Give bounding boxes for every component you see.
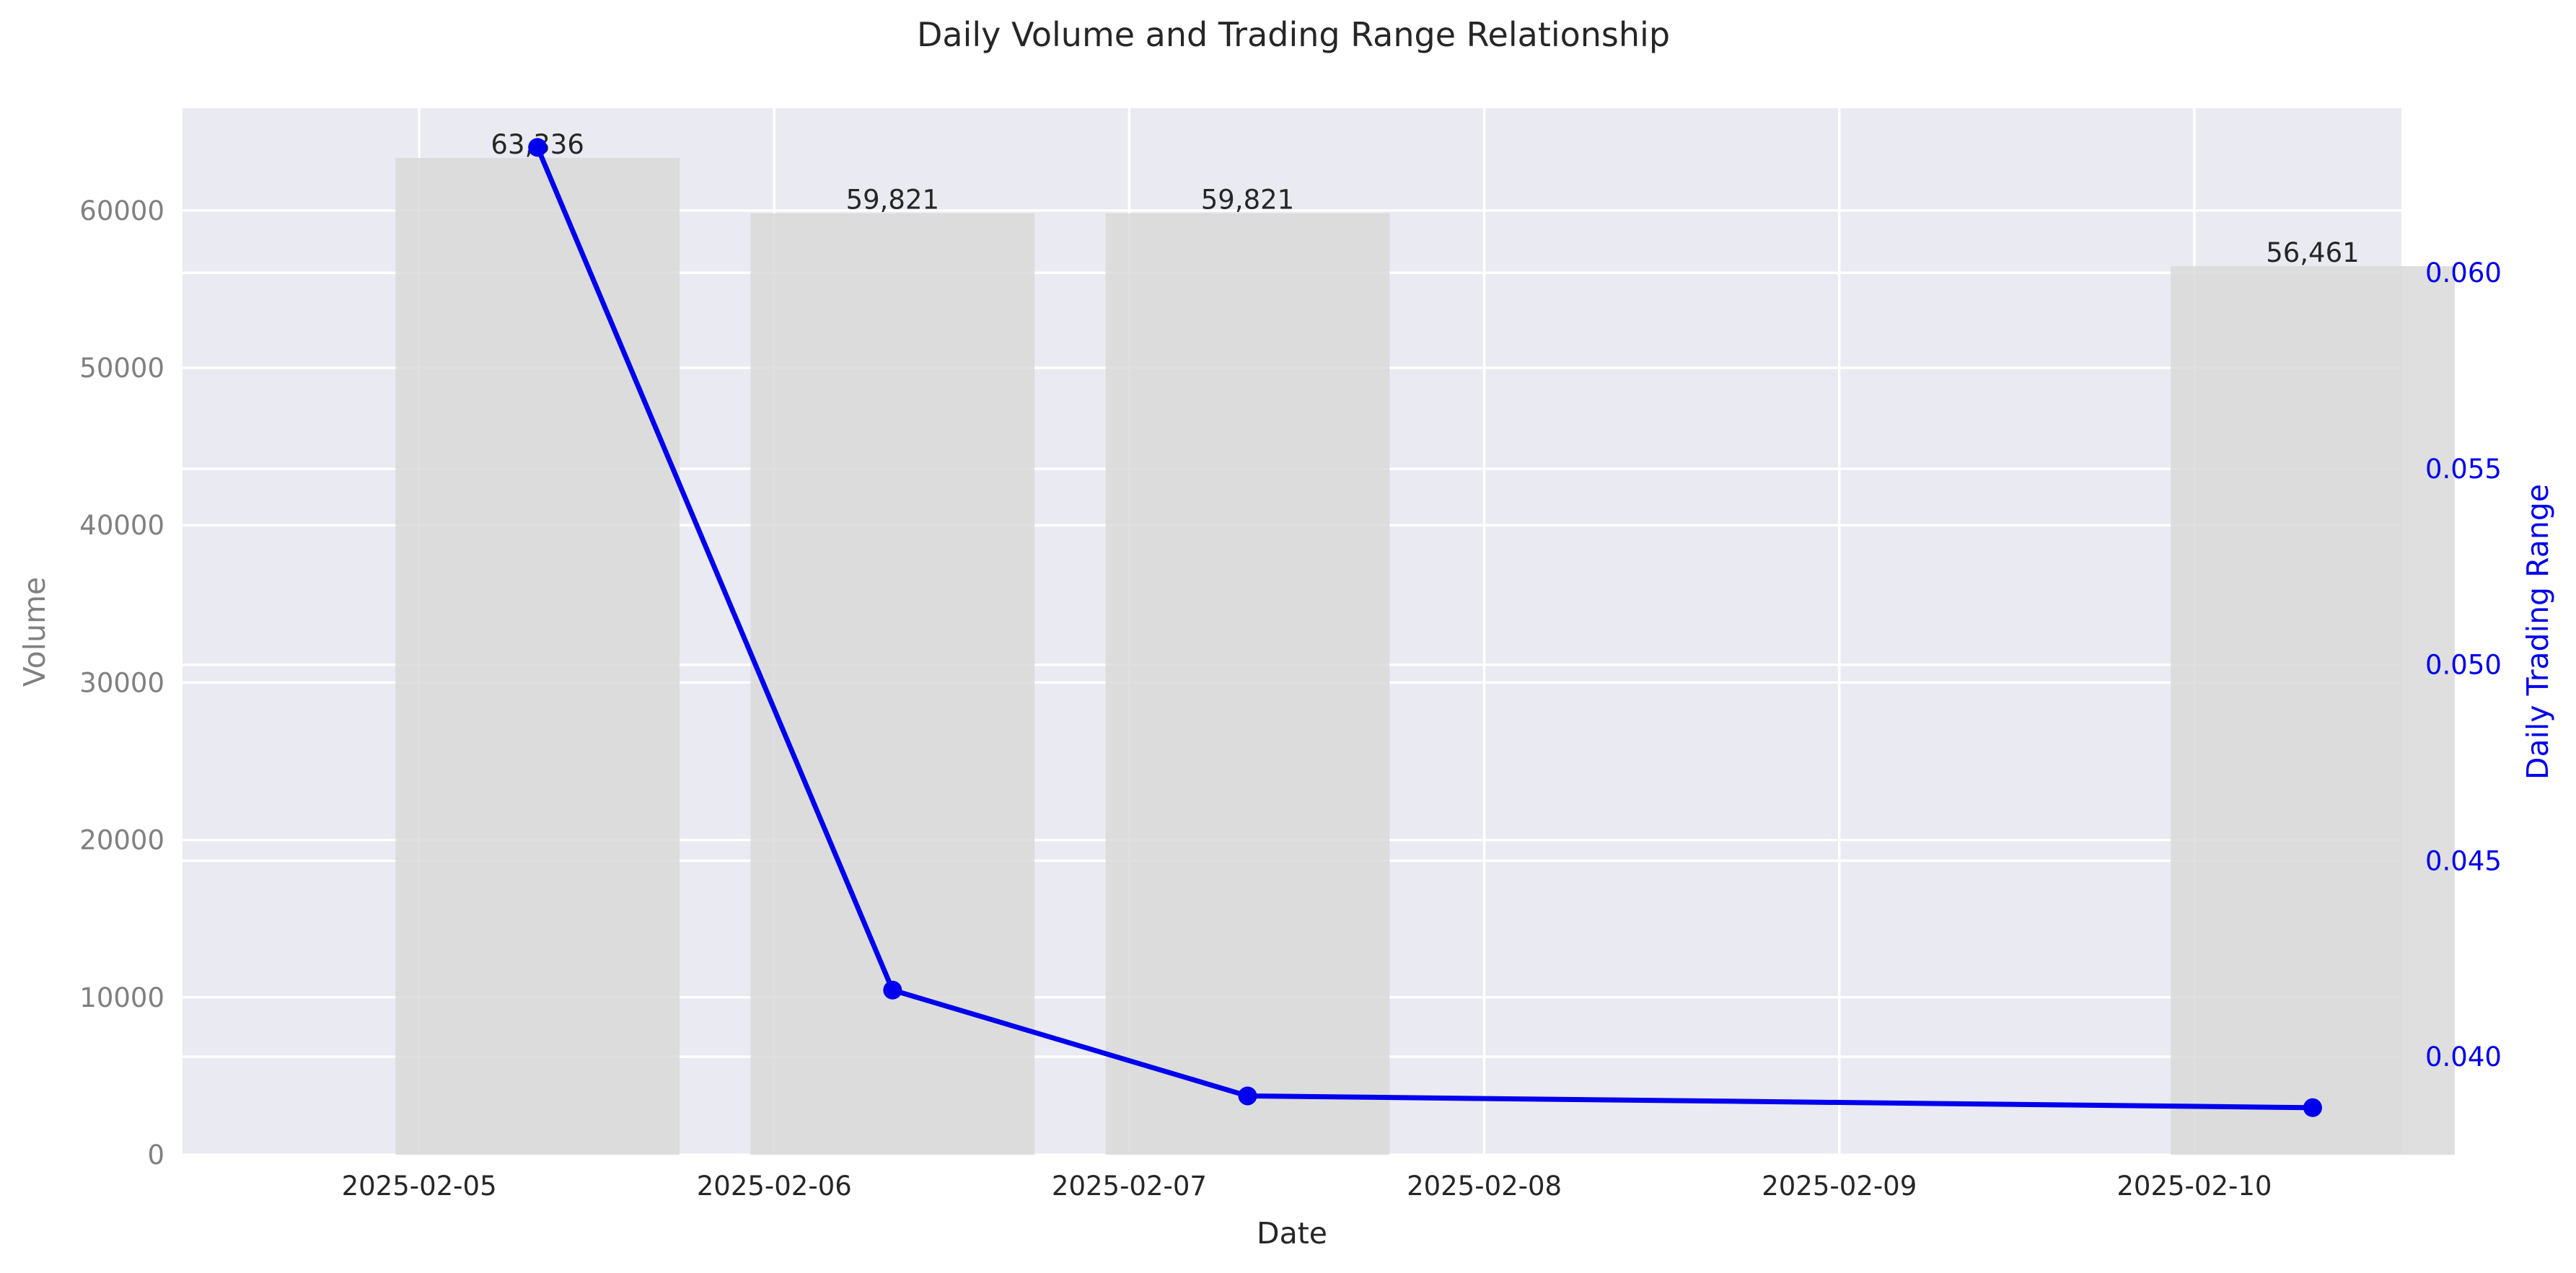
- trading-range-point-0: [528, 138, 548, 157]
- volume-bar-1: [750, 213, 1035, 1155]
- volume-bar-2: [1105, 213, 1390, 1155]
- trading-range-point-3: [2303, 1098, 2322, 1117]
- right-tick-label-4: 0.060: [2425, 257, 2502, 288]
- left-tick-label-6: 60000: [79, 195, 164, 226]
- left-tick-label-1: 10000: [79, 982, 164, 1013]
- trading-range-line: [528, 138, 2322, 1117]
- left-tick-label-5: 50000: [79, 353, 164, 384]
- x-tick-label-2: 2025-02-07: [1052, 1171, 1207, 1202]
- right-tick-label-0: 0.040: [2425, 1041, 2502, 1072]
- y2-axis-label: Daily Trading Range: [2520, 484, 2555, 780]
- volume-bar-0: [395, 158, 680, 1155]
- chart-title: Daily Volume and Trading Range Relations…: [917, 15, 1670, 54]
- left-tick-label-3: 30000: [79, 667, 164, 698]
- volume-bars: [395, 158, 2455, 1155]
- right-tick-label-1: 0.045: [2425, 845, 2502, 876]
- y-axis-label: Volume: [17, 577, 52, 687]
- x-tick-label-0: 2025-02-05: [342, 1171, 497, 1202]
- x-tick-label-3: 2025-02-08: [1407, 1171, 1562, 1202]
- trading-range-point-1: [883, 980, 902, 1000]
- right-tick-label-2: 0.050: [2425, 650, 2502, 681]
- trading-range-point-2: [1238, 1086, 1257, 1106]
- volume-bar-label-2: 59,821: [1201, 185, 1294, 216]
- x-tick-label-5: 2025-02-10: [2116, 1171, 2272, 1202]
- left-tick-label-4: 40000: [79, 510, 164, 541]
- x-axis-ticks: 2025-02-05 2025-02-06 2025-02-07 2025-02-08…: [342, 1171, 2272, 1202]
- x-axis-label: Date: [1257, 1216, 1327, 1251]
- right-axis-ticks: 0.040 0.045 0.050 0.055 0.060: [2425, 257, 2502, 1072]
- right-tick-label-3: 0.055: [2425, 454, 2502, 485]
- left-tick-label-2: 20000: [79, 825, 164, 856]
- left-axis-ticks: 0 10000 20000 30000 40000 50000 60000: [79, 195, 164, 1171]
- x-tick-label-1: 2025-02-06: [697, 1171, 852, 1202]
- volume-bar-label-1: 59,821: [846, 185, 939, 216]
- x-tick-label-4: 2025-02-09: [1762, 1171, 1917, 1202]
- volume-bar-3: [2171, 266, 2455, 1155]
- left-tick-label-0: 0: [147, 1140, 164, 1171]
- trading-range-polyline: [535, 146, 2313, 1111]
- volume-bar-label-3: 56,461: [2266, 237, 2359, 268]
